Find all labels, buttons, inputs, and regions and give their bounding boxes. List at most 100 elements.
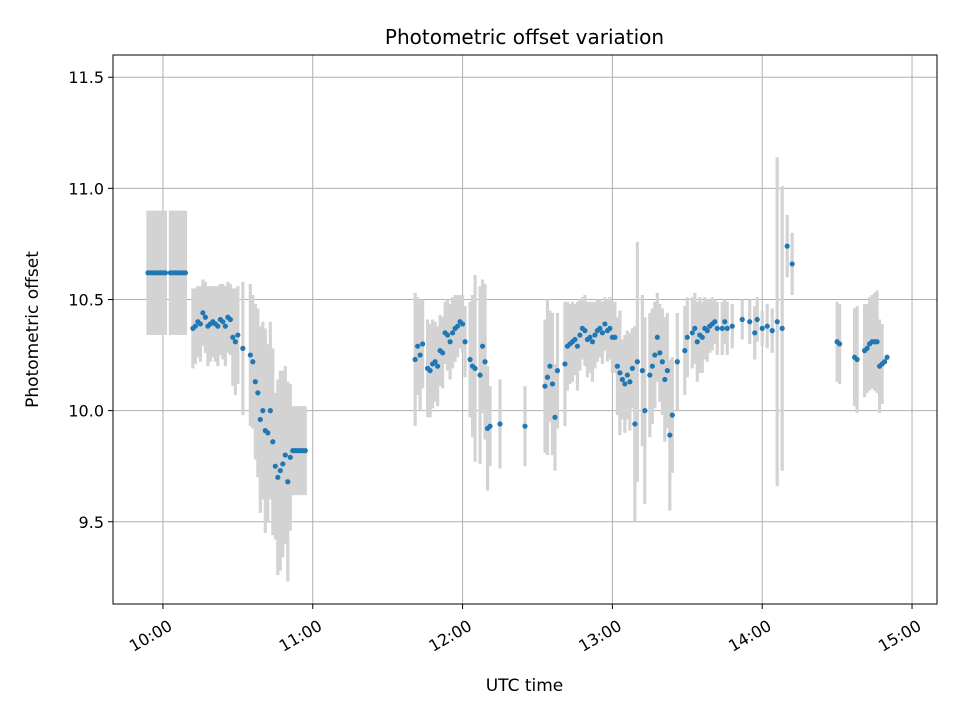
data-point xyxy=(649,363,655,369)
data-point xyxy=(657,350,663,356)
data-point xyxy=(699,334,705,340)
data-point xyxy=(587,334,593,340)
y-tick-label: 11.0 xyxy=(68,179,104,198)
data-point xyxy=(669,412,675,418)
data-point xyxy=(764,323,770,329)
data-point xyxy=(554,368,561,374)
data-point xyxy=(884,354,890,360)
data-point xyxy=(789,261,795,267)
data-point xyxy=(162,270,169,276)
data-point xyxy=(287,454,293,460)
data-point xyxy=(440,350,446,356)
data-point xyxy=(769,328,775,334)
data-point xyxy=(247,352,253,358)
data-point xyxy=(277,468,283,474)
data-point xyxy=(779,325,785,331)
x-tick-label: 12:00 xyxy=(426,616,475,656)
data-point xyxy=(547,363,553,369)
x-tick-label: 10:00 xyxy=(126,616,175,656)
data-point xyxy=(592,332,598,338)
data-point xyxy=(704,328,710,334)
data-point xyxy=(684,334,690,340)
data-point xyxy=(612,334,618,340)
data-point xyxy=(487,423,493,429)
data-point xyxy=(674,359,680,365)
data-point xyxy=(881,359,888,365)
data-point xyxy=(200,310,206,316)
data-point xyxy=(752,330,758,336)
data-point xyxy=(692,325,698,331)
data-point xyxy=(192,323,198,329)
y-tick-label: 10.0 xyxy=(68,402,104,421)
data-point xyxy=(454,323,461,329)
y-tick-label: 10.5 xyxy=(68,290,104,309)
data-point xyxy=(255,390,261,396)
data-point xyxy=(689,330,695,336)
y-tick-label: 9.5 xyxy=(79,513,104,532)
data-point xyxy=(272,463,278,469)
data-point xyxy=(427,368,433,374)
data-point xyxy=(230,334,236,340)
data-point xyxy=(784,243,790,249)
data-point xyxy=(420,341,426,347)
data-point xyxy=(667,432,673,438)
data-point xyxy=(467,356,473,363)
error-bars xyxy=(146,157,884,582)
data-point xyxy=(459,321,466,327)
data-point xyxy=(729,323,735,329)
y-tick-label: 11.5 xyxy=(68,68,104,87)
data-point xyxy=(694,339,700,345)
data-point xyxy=(682,348,688,354)
data-point xyxy=(257,416,263,423)
data-point xyxy=(574,343,581,349)
data-point xyxy=(662,376,668,383)
data-point xyxy=(647,372,653,378)
data-point xyxy=(182,270,189,276)
data-point xyxy=(659,359,665,365)
data-point xyxy=(837,341,843,347)
data-point xyxy=(265,430,271,436)
data-point xyxy=(542,383,548,389)
data-point xyxy=(614,363,620,369)
data-point xyxy=(552,414,558,420)
data-point xyxy=(435,363,441,369)
x-tick-label: 13:00 xyxy=(575,616,624,656)
data-point xyxy=(250,359,256,365)
data-point xyxy=(747,319,753,325)
data-point xyxy=(874,339,880,345)
data-point xyxy=(712,319,718,325)
data-point xyxy=(719,325,725,331)
data-point xyxy=(754,316,760,323)
data-point xyxy=(619,376,625,383)
data-points xyxy=(145,243,890,485)
data-point xyxy=(774,319,780,325)
data-point xyxy=(572,336,578,343)
x-tick-label: 14:00 xyxy=(725,616,774,656)
data-point xyxy=(724,325,730,331)
data-point xyxy=(622,381,628,387)
data-point xyxy=(854,356,860,363)
data-point xyxy=(449,330,456,336)
data-point xyxy=(220,319,226,325)
x-tick-label: 11:00 xyxy=(276,616,325,656)
y-axis-label: Photometric offset xyxy=(23,251,43,408)
data-point xyxy=(282,452,288,458)
x-axis-label: UTC time xyxy=(486,676,564,696)
data-point xyxy=(285,479,291,485)
data-point xyxy=(472,365,478,371)
data-point xyxy=(739,316,745,323)
x-tick-label: 15:00 xyxy=(875,616,924,656)
data-point xyxy=(227,316,233,323)
data-point xyxy=(629,365,635,371)
data-point xyxy=(549,381,556,387)
data-point xyxy=(417,352,423,358)
data-point xyxy=(432,359,438,365)
data-point xyxy=(544,374,551,380)
data-point xyxy=(275,474,281,480)
chart-title: Photometric offset variation xyxy=(385,25,664,49)
data-point xyxy=(864,345,870,351)
data-point xyxy=(215,323,221,329)
data-point xyxy=(447,339,453,345)
data-point xyxy=(664,368,670,374)
